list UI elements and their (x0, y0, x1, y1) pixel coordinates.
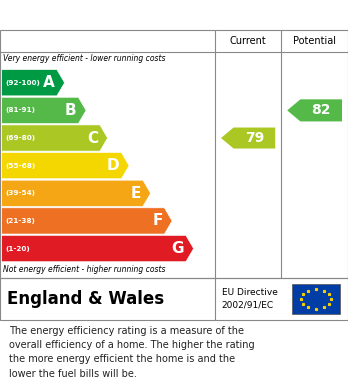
Text: (55-68): (55-68) (5, 163, 35, 169)
Text: (21-38): (21-38) (5, 218, 35, 224)
Text: F: F (152, 213, 163, 228)
Text: The energy efficiency rating is a measure of the
overall efficiency of a home. T: The energy efficiency rating is a measur… (9, 326, 254, 379)
Text: (1-20): (1-20) (5, 246, 30, 251)
Text: Not energy efficient - higher running costs: Not energy efficient - higher running co… (3, 265, 166, 274)
Text: Potential: Potential (293, 36, 336, 46)
Text: A: A (44, 75, 55, 90)
Polygon shape (2, 180, 151, 206)
Text: 82: 82 (311, 103, 331, 117)
Text: G: G (172, 241, 184, 256)
Text: (92-100): (92-100) (5, 80, 40, 86)
Text: Very energy efficient - lower running costs: Very energy efficient - lower running co… (3, 54, 166, 63)
Text: England & Wales: England & Wales (7, 290, 164, 308)
Polygon shape (2, 235, 193, 262)
Text: (81-91): (81-91) (5, 108, 35, 113)
Text: C: C (87, 131, 98, 145)
Text: EU Directive: EU Directive (222, 288, 278, 297)
Text: Energy Efficiency Rating: Energy Efficiency Rating (9, 7, 211, 23)
Polygon shape (221, 127, 275, 149)
Polygon shape (2, 208, 172, 234)
Polygon shape (287, 99, 342, 122)
Text: 79: 79 (245, 131, 264, 145)
Text: 2002/91/EC: 2002/91/EC (222, 301, 274, 310)
Text: (69-80): (69-80) (5, 135, 35, 141)
Text: E: E (131, 186, 141, 201)
Text: (39-54): (39-54) (5, 190, 35, 196)
Polygon shape (2, 125, 108, 151)
Polygon shape (2, 152, 129, 179)
Polygon shape (2, 97, 86, 124)
Text: B: B (65, 103, 77, 118)
Bar (292, 284, 340, 314)
Text: D: D (107, 158, 120, 173)
Polygon shape (2, 70, 64, 96)
Text: Current: Current (230, 36, 267, 46)
